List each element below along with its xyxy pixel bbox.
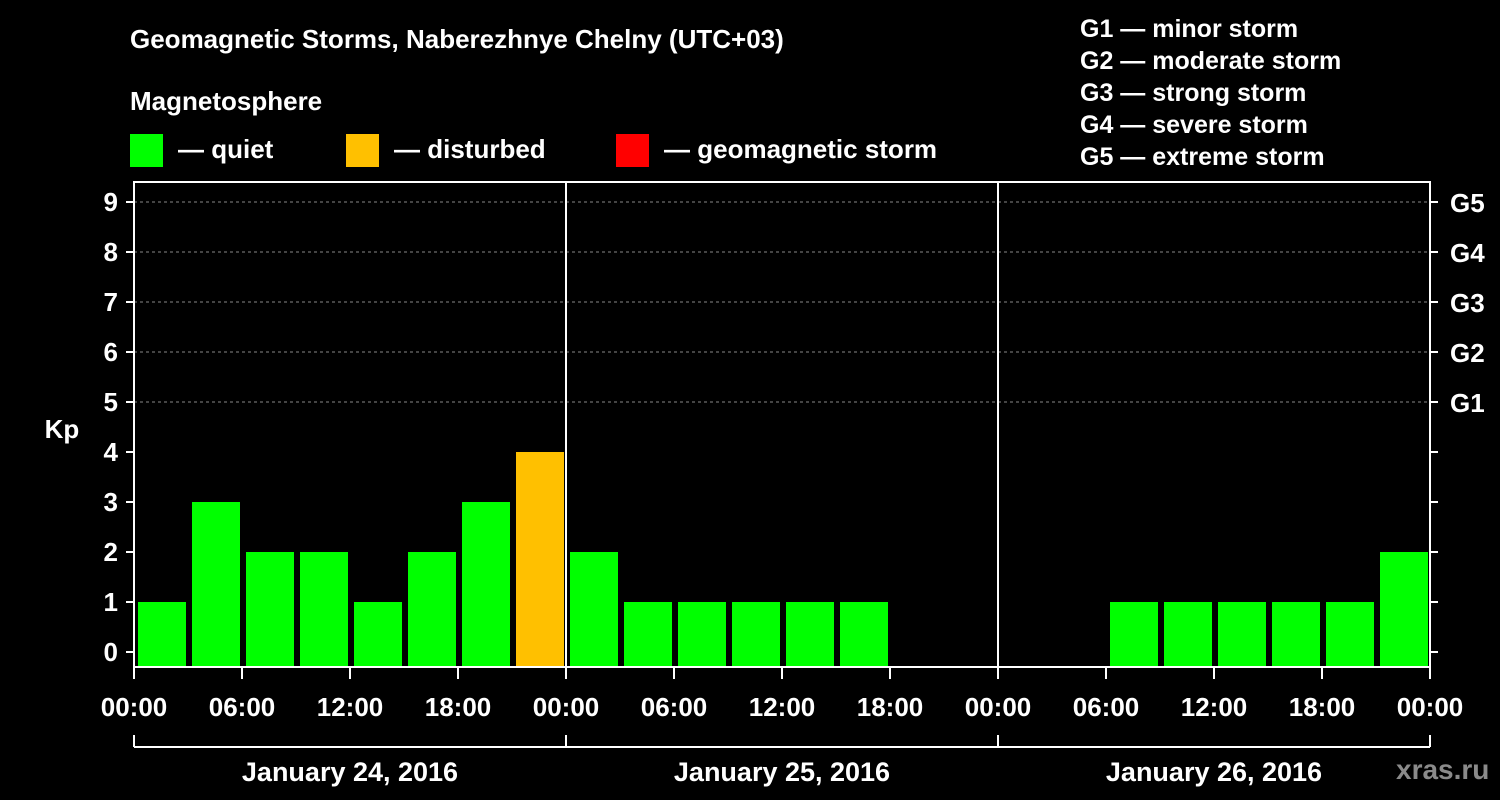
storm-scale-g4: G4 — severe storm: [1080, 111, 1308, 139]
legend-label-storm: — geomagnetic storm: [664, 134, 938, 164]
x-tick-label: 00:00: [101, 692, 168, 722]
kp-bar: [516, 452, 564, 667]
legend-swatch-storm: [616, 134, 649, 167]
kp-bar: [1326, 602, 1374, 667]
kp-bar: [624, 602, 672, 667]
storm-scale-g1: G1 — minor storm: [1080, 15, 1299, 43]
date-label: January 25, 2016: [674, 757, 890, 787]
x-tick-label: 12:00: [317, 692, 384, 722]
x-tick-label: 06:00: [641, 692, 708, 722]
legend-swatch-quiet: [130, 134, 163, 167]
y-tick-label: 6: [104, 337, 118, 367]
g-scale-label: G4: [1450, 238, 1485, 268]
g-scale-label: G3: [1450, 288, 1485, 318]
x-tick-label: 12:00: [1181, 692, 1248, 722]
kp-bar: [408, 552, 456, 667]
x-tick-label: 00:00: [965, 692, 1032, 722]
kp-bar: [570, 552, 618, 667]
x-tick-label: 12:00: [749, 692, 816, 722]
y-tick-label: 4: [104, 437, 119, 467]
kp-bar: [462, 502, 510, 667]
kp-bar: [1110, 602, 1158, 667]
legend-label-quiet: — quiet: [178, 134, 274, 164]
kp-bar: [354, 602, 402, 667]
kp-bar: [138, 602, 186, 667]
kp-bar: [246, 552, 294, 667]
y-tick-label: 0: [104, 637, 118, 667]
date-label: January 26, 2016: [1106, 757, 1322, 787]
storm-scale-g3: G3 — strong storm: [1080, 79, 1307, 107]
kp-bar: [840, 602, 888, 667]
chart-title: Geomagnetic Storms, Naberezhnye Chelny (…: [130, 24, 784, 54]
kp-bar: [786, 602, 834, 667]
y-tick-label: 1: [104, 587, 118, 617]
x-tick-label: 06:00: [209, 692, 276, 722]
g-scale-label: G2: [1450, 338, 1485, 368]
y-tick-label: 5: [104, 387, 118, 417]
g-scale-label: G5: [1450, 188, 1485, 218]
legend-label-disturbed: — disturbed: [394, 134, 546, 164]
x-tick-label: 18:00: [425, 692, 492, 722]
x-tick-label: 18:00: [1289, 692, 1356, 722]
x-tick-label: 00:00: [1397, 692, 1464, 722]
x-tick-label: 06:00: [1073, 692, 1140, 722]
kp-bar: [732, 602, 780, 667]
date-label: January 24, 2016: [242, 757, 458, 787]
storm-scale-g5: G5 — extreme storm: [1080, 143, 1325, 171]
kp-bar: [1380, 552, 1428, 667]
g-scale-label: G1: [1450, 388, 1485, 418]
x-tick-label: 00:00: [533, 692, 600, 722]
y-tick-label: 8: [104, 237, 118, 267]
kp-bar: [300, 552, 348, 667]
kp-bar: [678, 602, 726, 667]
kp-bar: [192, 502, 240, 667]
y-tick-label: 2: [104, 537, 118, 567]
kp-bar: [1218, 602, 1266, 667]
legend-swatch-disturbed: [346, 134, 379, 167]
watermark: xras.ru: [1396, 754, 1490, 785]
kp-bar: [1272, 602, 1320, 667]
y-tick-label: 9: [104, 187, 118, 217]
y-tick-label: 7: [104, 287, 118, 317]
kp-bar: [1164, 602, 1212, 667]
y-tick-label: 3: [104, 487, 118, 517]
x-tick-label: 18:00: [857, 692, 924, 722]
legend-heading: Magnetosphere: [130, 86, 323, 116]
y-axis-label: Kp: [45, 414, 80, 444]
storm-scale-g2: G2 — moderate storm: [1080, 47, 1342, 75]
